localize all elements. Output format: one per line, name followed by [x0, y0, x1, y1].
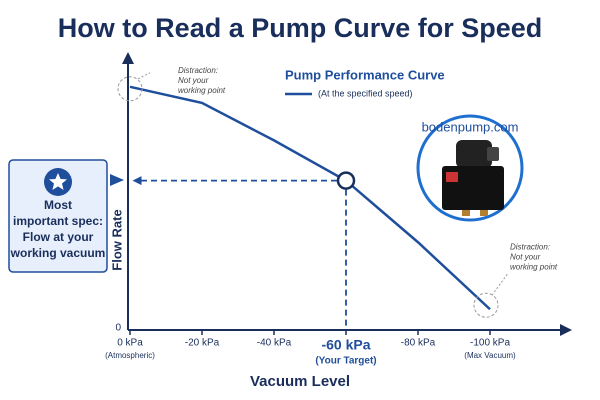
distraction-circle: [117, 76, 143, 102]
legend-subtitle: (At the specified speed): [318, 88, 413, 98]
callout-text: Most: [44, 198, 72, 212]
callout-arrow: [110, 174, 124, 186]
x-tick-note: (Max Vacuum): [464, 351, 516, 360]
pump-curve: [129, 85, 491, 311]
distraction-title: Distraction:: [510, 242, 550, 251]
x-tick-label: -20 kPa: [185, 338, 220, 349]
distraction-text: Not your: [178, 76, 209, 85]
x-tick-label: -100 kPa: [470, 338, 510, 349]
x-tick-note: (Your Target): [315, 356, 376, 367]
distraction-leader: [491, 272, 509, 296]
distraction-text: working point: [510, 262, 558, 271]
working-point: [336, 171, 356, 190]
x-tick-label: -40 kPa: [257, 338, 292, 349]
pump-foot: [480, 210, 488, 216]
star: [49, 173, 67, 190]
x-tick-note: (Atmospheric): [105, 351, 155, 360]
logo-text: bodenpump.com: [422, 119, 519, 134]
callout-box: [8, 159, 108, 273]
x-tick-label: -80 kPa: [401, 338, 436, 349]
callout-text: Flow at your: [23, 230, 94, 244]
pump-motor: [456, 140, 492, 168]
distraction-leader: [137, 72, 151, 80]
pump-port: [446, 172, 458, 182]
x-axis-title: Vacuum Level: [250, 373, 350, 390]
y-axis-title: Flow Rate: [109, 209, 124, 270]
distraction-circle: [473, 292, 499, 318]
chart-title: How to Read a Pump Curve for Speed: [58, 13, 543, 43]
distraction-text: Not your: [510, 252, 541, 261]
pump-foot: [462, 210, 470, 216]
callout-text: important spec:: [13, 214, 103, 228]
pump-cap: [487, 147, 499, 161]
distraction-title: Distraction:: [178, 66, 218, 75]
x-tick-label: 0 kPa: [117, 338, 143, 349]
legend-label: Pump Performance Curve: [285, 67, 445, 82]
y-tick-label: 0: [115, 323, 121, 334]
x-tick-label: -60 kPa: [321, 337, 370, 353]
distraction-text: working point: [178, 86, 226, 95]
callout-text: working vacuum: [10, 246, 106, 260]
